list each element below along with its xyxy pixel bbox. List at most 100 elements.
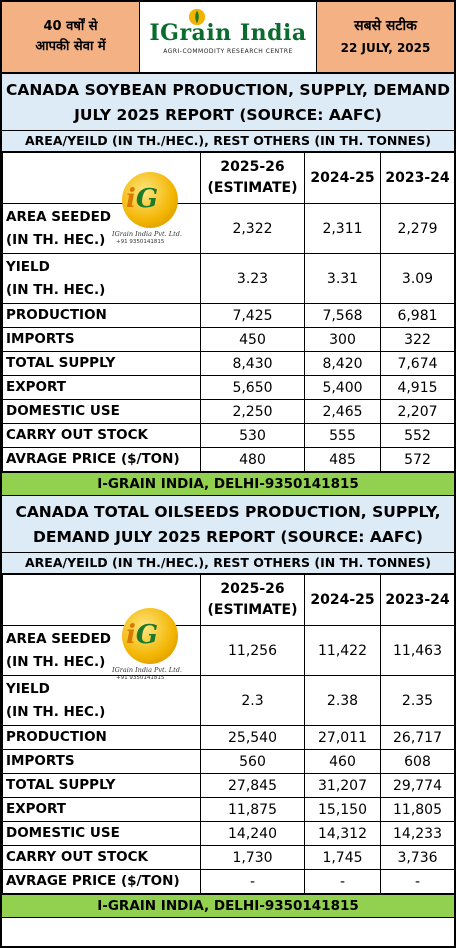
watermark-logo: iG IGrain India Pvt. Ltd. +91 9350141815 <box>112 608 202 686</box>
soybean-footer: I-GRAIN INDIA, DELHI-9350141815 <box>2 472 454 496</box>
table-row: YIELD (IN TH. HEC.) 3.23 3.31 3.09 <box>2 253 455 304</box>
table-row: TOTAL SUPPLY 8,430 8,420 7,674 <box>2 351 455 376</box>
cell-value: 2,311 <box>304 203 381 254</box>
soybean-title-line2: JULY 2025 REPORT (SOURCE: AAFC) <box>74 106 382 124</box>
soybean-title: CANADA SOYBEAN PRODUCTION, SUPPLY, DEMAN… <box>2 74 454 131</box>
cell-value: 8,420 <box>304 351 381 376</box>
table-row: DOMESTIC USE 14,240 14,312 14,233 <box>2 821 455 846</box>
cell-value: - <box>380 869 455 894</box>
table-row: YIELD (IN TH. HEC.) 2.3 2.38 2.35 <box>2 675 455 726</box>
brand-name: IGrain India <box>149 19 307 46</box>
cell-value: 530 <box>200 423 305 448</box>
col-2025-26: 2025-26 (ESTIMATE) <box>200 152 305 204</box>
cell-value: 11,422 <box>304 625 381 676</box>
col-2025-26: 2025-26 (ESTIMATE) <box>200 574 305 626</box>
header: 40 वर्षों से आपकी सेवा में IGrain India … <box>2 2 454 74</box>
cell-value: 6,981 <box>380 303 455 328</box>
watermark-phone: +91 9350141815 <box>116 675 165 681</box>
cell-value: 2.3 <box>200 675 305 726</box>
cell-value: 11,805 <box>380 797 455 822</box>
cell-value: 2,322 <box>200 203 305 254</box>
oilseeds-title-line2: DEMAND JULY 2025 REPORT (SOURCE: AAFC) <box>33 528 423 546</box>
cell-value: 31,207 <box>304 773 381 798</box>
cell-value: 2,279 <box>380 203 455 254</box>
table-row: IMPORTS 560 460 608 <box>2 749 455 774</box>
table-row: DOMESTIC USE 2,250 2,465 2,207 <box>2 399 455 424</box>
cell-value: 5,400 <box>304 375 381 400</box>
col-2023-24: 2023-24 <box>380 152 455 204</box>
cell-value: 11,875 <box>200 797 305 822</box>
soybean-table: 2025-26 (ESTIMATE) 2024-25 2023-24 AREA S… <box>2 152 455 472</box>
cell-value: 2,207 <box>380 399 455 424</box>
cell-value: 27,845 <box>200 773 305 798</box>
row-label: CARRY OUT STOCK <box>2 423 201 448</box>
coin-icon <box>122 608 178 664</box>
tagline-line1: 40 वर्षों से <box>43 19 98 34</box>
cell-value: 2.35 <box>380 675 455 726</box>
cell-value: 29,774 <box>380 773 455 798</box>
cell-value: 7,568 <box>304 303 381 328</box>
oilseeds-units: AREA/YEILD (IN TH./HEC.), REST OTHERS (I… <box>2 553 454 574</box>
cell-value: 25,540 <box>200 725 305 750</box>
cell-value: 485 <box>304 447 381 472</box>
cell-value: 555 <box>304 423 381 448</box>
table-row: AVRAGE PRICE ($/TON) 480 485 572 <box>2 447 455 472</box>
cell-value: 322 <box>380 327 455 352</box>
cell-value: - <box>200 869 305 894</box>
brand-logo: IGrain India AGRI-COMMODITY RESEARCH CEN… <box>140 2 316 72</box>
row-label: IMPORTS <box>2 749 201 774</box>
watermark-logo: iG IGrain India Pvt. Ltd. +91 9350141815 <box>112 172 202 250</box>
cell-value: 1,730 <box>200 845 305 870</box>
col-2024-25: 2024-25 <box>304 152 381 204</box>
cell-value: 460 <box>304 749 381 774</box>
table-row: EXPORT 11,875 15,150 11,805 <box>2 797 455 822</box>
cell-value: 3.09 <box>380 253 455 304</box>
cell-value: 300 <box>304 327 381 352</box>
grain-logo-icon <box>188 8 206 26</box>
cell-value: 27,011 <box>304 725 381 750</box>
cell-value: 560 <box>200 749 305 774</box>
cell-value: 14,312 <box>304 821 381 846</box>
table-row: PRODUCTION 25,540 27,011 26,717 <box>2 725 455 750</box>
cell-value: 7,674 <box>380 351 455 376</box>
row-label: DOMESTIC USE <box>2 399 201 424</box>
row-label: PRODUCTION <box>2 303 201 328</box>
cell-value: 15,150 <box>304 797 381 822</box>
cell-value: 552 <box>380 423 455 448</box>
soybean-title-line1: CANADA SOYBEAN PRODUCTION, SUPPLY, DEMAN… <box>5 81 451 99</box>
cell-value: 3.31 <box>304 253 381 304</box>
row-label: EXPORT <box>2 375 201 400</box>
cell-value: - <box>304 869 381 894</box>
cell-value: 4,915 <box>380 375 455 400</box>
row-label: YIELD (IN TH. HEC.) <box>2 253 201 304</box>
watermark-phone: +91 9350141815 <box>116 239 165 245</box>
table-row: CARRY OUT STOCK 530 555 552 <box>2 423 455 448</box>
table-row: CARRY OUT STOCK 1,730 1,745 3,736 <box>2 845 455 870</box>
cell-value: 480 <box>200 447 305 472</box>
tagline-line2: आपकी सेवा में <box>35 39 106 54</box>
table-row: PRODUCTION 7,425 7,568 6,981 <box>2 303 455 328</box>
row-label: TOTAL SUPPLY <box>2 351 201 376</box>
row-label: PRODUCTION <box>2 725 201 750</box>
soybean-units: AREA/YEILD (IN TH./HEC.), REST OTHERS (I… <box>2 131 454 152</box>
cell-value: 11,256 <box>200 625 305 676</box>
row-label: CARRY OUT STOCK <box>2 845 201 870</box>
cell-value: 608 <box>380 749 455 774</box>
table-row: IMPORTS 450 300 322 <box>2 327 455 352</box>
cell-value: 8,430 <box>200 351 305 376</box>
cell-value: 14,240 <box>200 821 305 846</box>
table-header-row: 2025-26 (ESTIMATE) 2024-25 2023-24 <box>2 152 455 204</box>
watermark-company: IGrain India Pvt. Ltd. <box>112 230 182 238</box>
row-label: AREA SEEDED (IN TH. HEC.) <box>2 203 201 254</box>
brand-tagline: AGRI-COMMODITY RESEARCH CENTRE <box>163 47 293 55</box>
cell-value: 3.23 <box>200 253 305 304</box>
cell-value: 2,465 <box>304 399 381 424</box>
table-row: EXPORT 5,650 5,400 4,915 <box>2 375 455 400</box>
table-row: TOTAL SUPPLY 27,845 31,207 29,774 <box>2 773 455 798</box>
row-label: IMPORTS <box>2 327 201 352</box>
cell-value: 450 <box>200 327 305 352</box>
tagline-right: सबसे सटीक <box>354 18 417 34</box>
report-date: 22 JULY, 2025 <box>340 41 431 55</box>
table-row: AREA SEEDED (IN TH. HEC.) 2,322 2,311 2,2… <box>2 203 455 254</box>
